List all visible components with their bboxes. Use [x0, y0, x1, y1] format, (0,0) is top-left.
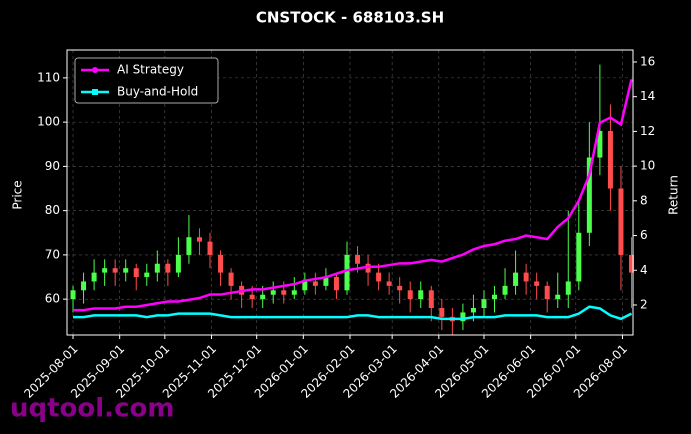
- candle-body: [91, 272, 97, 282]
- candle-body: [565, 281, 571, 295]
- candle-body: [502, 285, 508, 295]
- y2-tick-label: 4: [640, 263, 648, 277]
- candle-body: [260, 294, 266, 300]
- candle-body: [386, 281, 392, 286]
- candle-body: [70, 290, 76, 300]
- candle-body: [270, 290, 276, 295]
- candle-body: [344, 254, 350, 291]
- legend-box: [74, 57, 219, 104]
- candle-body: [186, 237, 192, 255]
- candle-body: [323, 277, 329, 286]
- candle-body: [175, 254, 181, 273]
- candle-body: [586, 157, 592, 233]
- candle-body: [439, 308, 445, 317]
- series-line: [73, 79, 633, 312]
- legend-label: Buy-and-Hold: [117, 85, 198, 99]
- candle-body: [618, 188, 624, 255]
- candle-body: [428, 290, 434, 309]
- candle-body: [144, 272, 150, 278]
- legend-label: AI Strategy: [117, 63, 184, 77]
- candle-body: [102, 268, 108, 273]
- candle-body: [154, 263, 160, 273]
- candle-body: [291, 290, 297, 295]
- candle-body: [165, 263, 171, 273]
- y2-tick-label: 2: [640, 297, 648, 311]
- y-tick-label: 70: [45, 247, 60, 261]
- candle-body: [407, 290, 413, 300]
- candle-body: [281, 290, 287, 295]
- y2-tick-label: 16: [640, 54, 655, 68]
- y-tick-label: 100: [37, 115, 60, 129]
- candle-body: [470, 308, 476, 313]
- y2-axis-label: Return: [667, 175, 681, 215]
- candle-body: [597, 130, 603, 158]
- candle-body: [576, 232, 582, 282]
- y2-tick-label: 8: [640, 193, 648, 207]
- candle-body: [196, 237, 202, 242]
- candle-body: [333, 277, 339, 291]
- candle-body: [481, 299, 487, 309]
- candle-body: [133, 268, 139, 278]
- series-line: [73, 305, 633, 321]
- candle-body: [513, 272, 519, 286]
- candle-body: [492, 294, 498, 300]
- y2-tick-label: 12: [640, 124, 655, 138]
- y-tick-label: 90: [45, 159, 60, 173]
- legend-marker: [92, 67, 98, 73]
- y-tick-label: 60: [45, 292, 60, 306]
- candle-body: [218, 254, 224, 273]
- candle-body: [534, 281, 540, 286]
- candle-body: [355, 254, 361, 264]
- chart-title: CNSTOCK - 688103.SH: [256, 9, 444, 27]
- y2-tick-label: 14: [640, 89, 655, 103]
- candle-body: [555, 294, 561, 300]
- candle-body: [376, 272, 382, 282]
- plot-frame: [66, 49, 634, 336]
- legend-marker: [92, 89, 98, 95]
- candle-body: [228, 272, 234, 286]
- candle-body: [81, 281, 87, 291]
- y-tick-label: 110: [37, 70, 60, 84]
- candle-body: [628, 254, 634, 273]
- candle-body: [460, 312, 466, 322]
- candle-body: [249, 294, 255, 300]
- candle-body: [112, 268, 118, 273]
- candle-body: [607, 130, 613, 189]
- y-axis-label: Price: [11, 180, 25, 209]
- y-tick-label: 80: [45, 203, 60, 217]
- y2-tick-label: 6: [640, 228, 648, 242]
- candle-body: [397, 285, 403, 291]
- legend: AI Strategy Buy-and-Hold: [74, 57, 219, 104]
- candle-body: [544, 285, 550, 300]
- candle-body: [365, 263, 371, 273]
- candle-body: [302, 281, 308, 291]
- candle-body: [523, 272, 529, 282]
- candle-body: [418, 290, 424, 300]
- y2-tick-label: 10: [640, 159, 655, 173]
- candle-body: [123, 268, 129, 273]
- candle-body: [312, 281, 318, 286]
- candle-body: [207, 241, 213, 255]
- watermark: uqtool.com: [10, 394, 174, 424]
